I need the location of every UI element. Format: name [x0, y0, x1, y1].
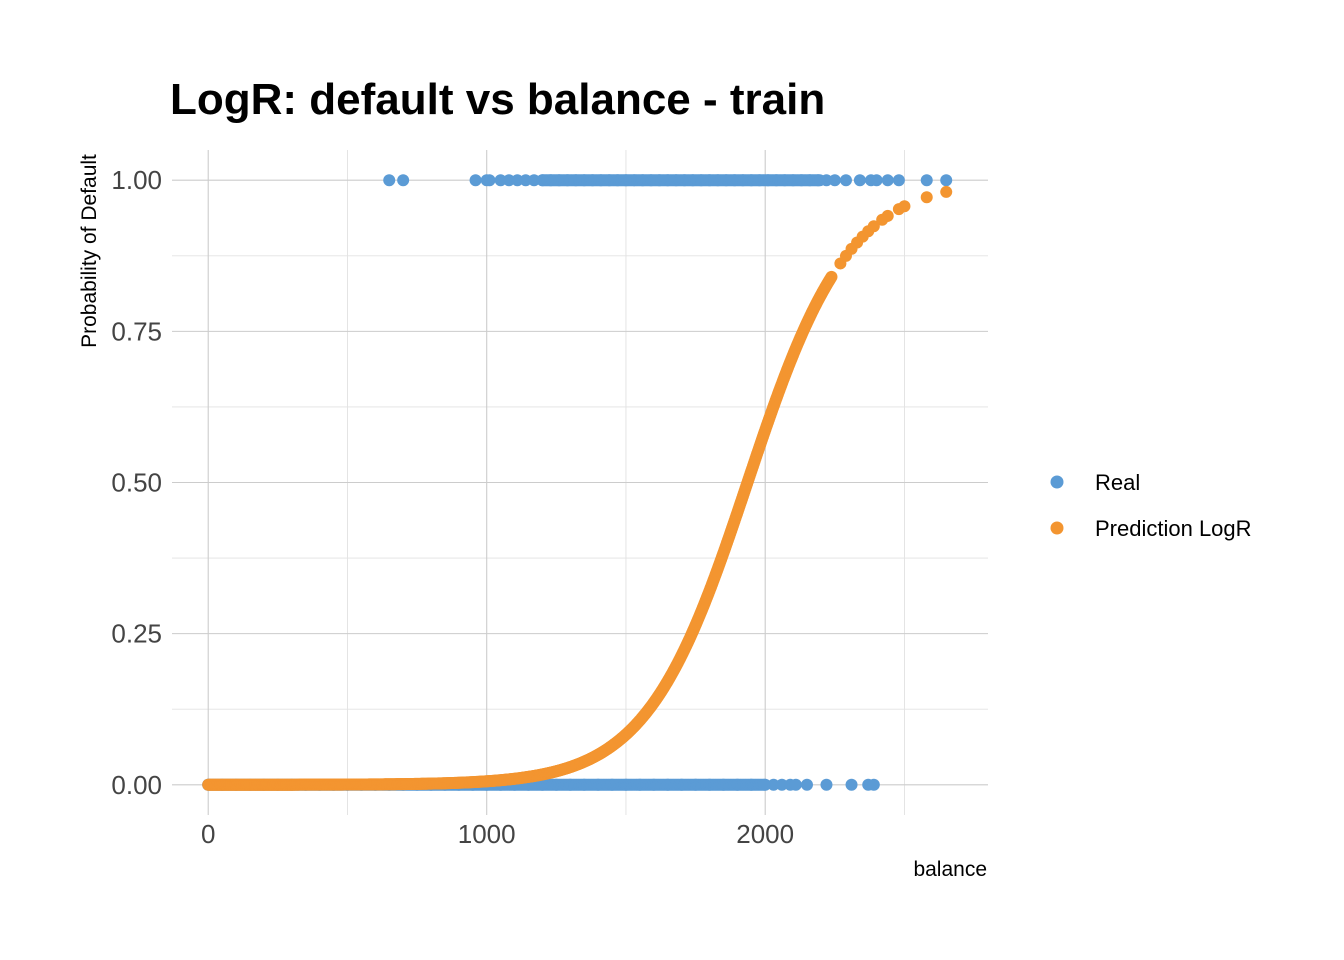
data-point-real	[383, 174, 396, 187]
data-point-real	[845, 778, 858, 791]
data-point-real	[758, 778, 771, 791]
data-point-real	[881, 174, 894, 187]
data-point-real	[920, 174, 933, 187]
data-point-prediction	[920, 191, 933, 204]
data-point-real	[767, 778, 780, 791]
y-axis-title: Probability of Default	[78, 154, 101, 348]
data-point-real	[892, 174, 905, 187]
data-point-real	[940, 174, 953, 187]
data-point-real	[519, 174, 532, 187]
data-point-prediction	[881, 209, 894, 222]
data-point-real	[494, 174, 507, 187]
x-tick-label: 1000	[458, 819, 516, 849]
data-point-prediction	[898, 200, 911, 213]
data-point-real	[813, 174, 826, 187]
scatter-points	[202, 174, 953, 791]
data-point-real	[867, 778, 880, 791]
tick-labels: 0 1000 2000 0.00 0.25 0.50 0.75 1.00	[111, 165, 794, 849]
data-point-real	[483, 174, 496, 187]
y-tick-label: 0.75	[111, 316, 162, 346]
data-point-real	[870, 174, 883, 187]
data-point-real	[800, 778, 813, 791]
legend-key	[1050, 475, 1064, 489]
data-point-real	[839, 174, 852, 187]
data-point-real	[511, 174, 524, 187]
y-tick-label: 1.00	[111, 165, 162, 195]
data-point-prediction	[940, 185, 953, 198]
x-tick-label: 0	[201, 819, 215, 849]
legend-label: Real	[1095, 470, 1140, 495]
legend-key	[1050, 521, 1064, 535]
data-point-prediction	[867, 220, 880, 233]
legend: Real Prediction LogR	[1050, 470, 1252, 541]
legend-label: Prediction LogR	[1095, 516, 1252, 541]
x-tick-label: 2000	[736, 819, 794, 849]
data-point-real	[853, 174, 866, 187]
data-point-prediction	[825, 270, 838, 283]
data-point-real	[502, 174, 515, 187]
chart-title: LogR: default vs balance - train	[170, 75, 825, 124]
grid	[172, 150, 988, 815]
y-tick-label: 0.00	[111, 770, 162, 800]
data-point-real	[789, 778, 802, 791]
y-tick-label: 0.25	[111, 619, 162, 649]
data-point-real	[469, 174, 482, 187]
data-point-real	[775, 778, 788, 791]
data-point-real	[528, 174, 541, 187]
data-point-real	[397, 174, 410, 187]
data-point-real	[828, 174, 841, 187]
data-point-real	[820, 778, 833, 791]
y-tick-label: 0.50	[111, 468, 162, 498]
x-axis-title: balance	[913, 858, 987, 881]
